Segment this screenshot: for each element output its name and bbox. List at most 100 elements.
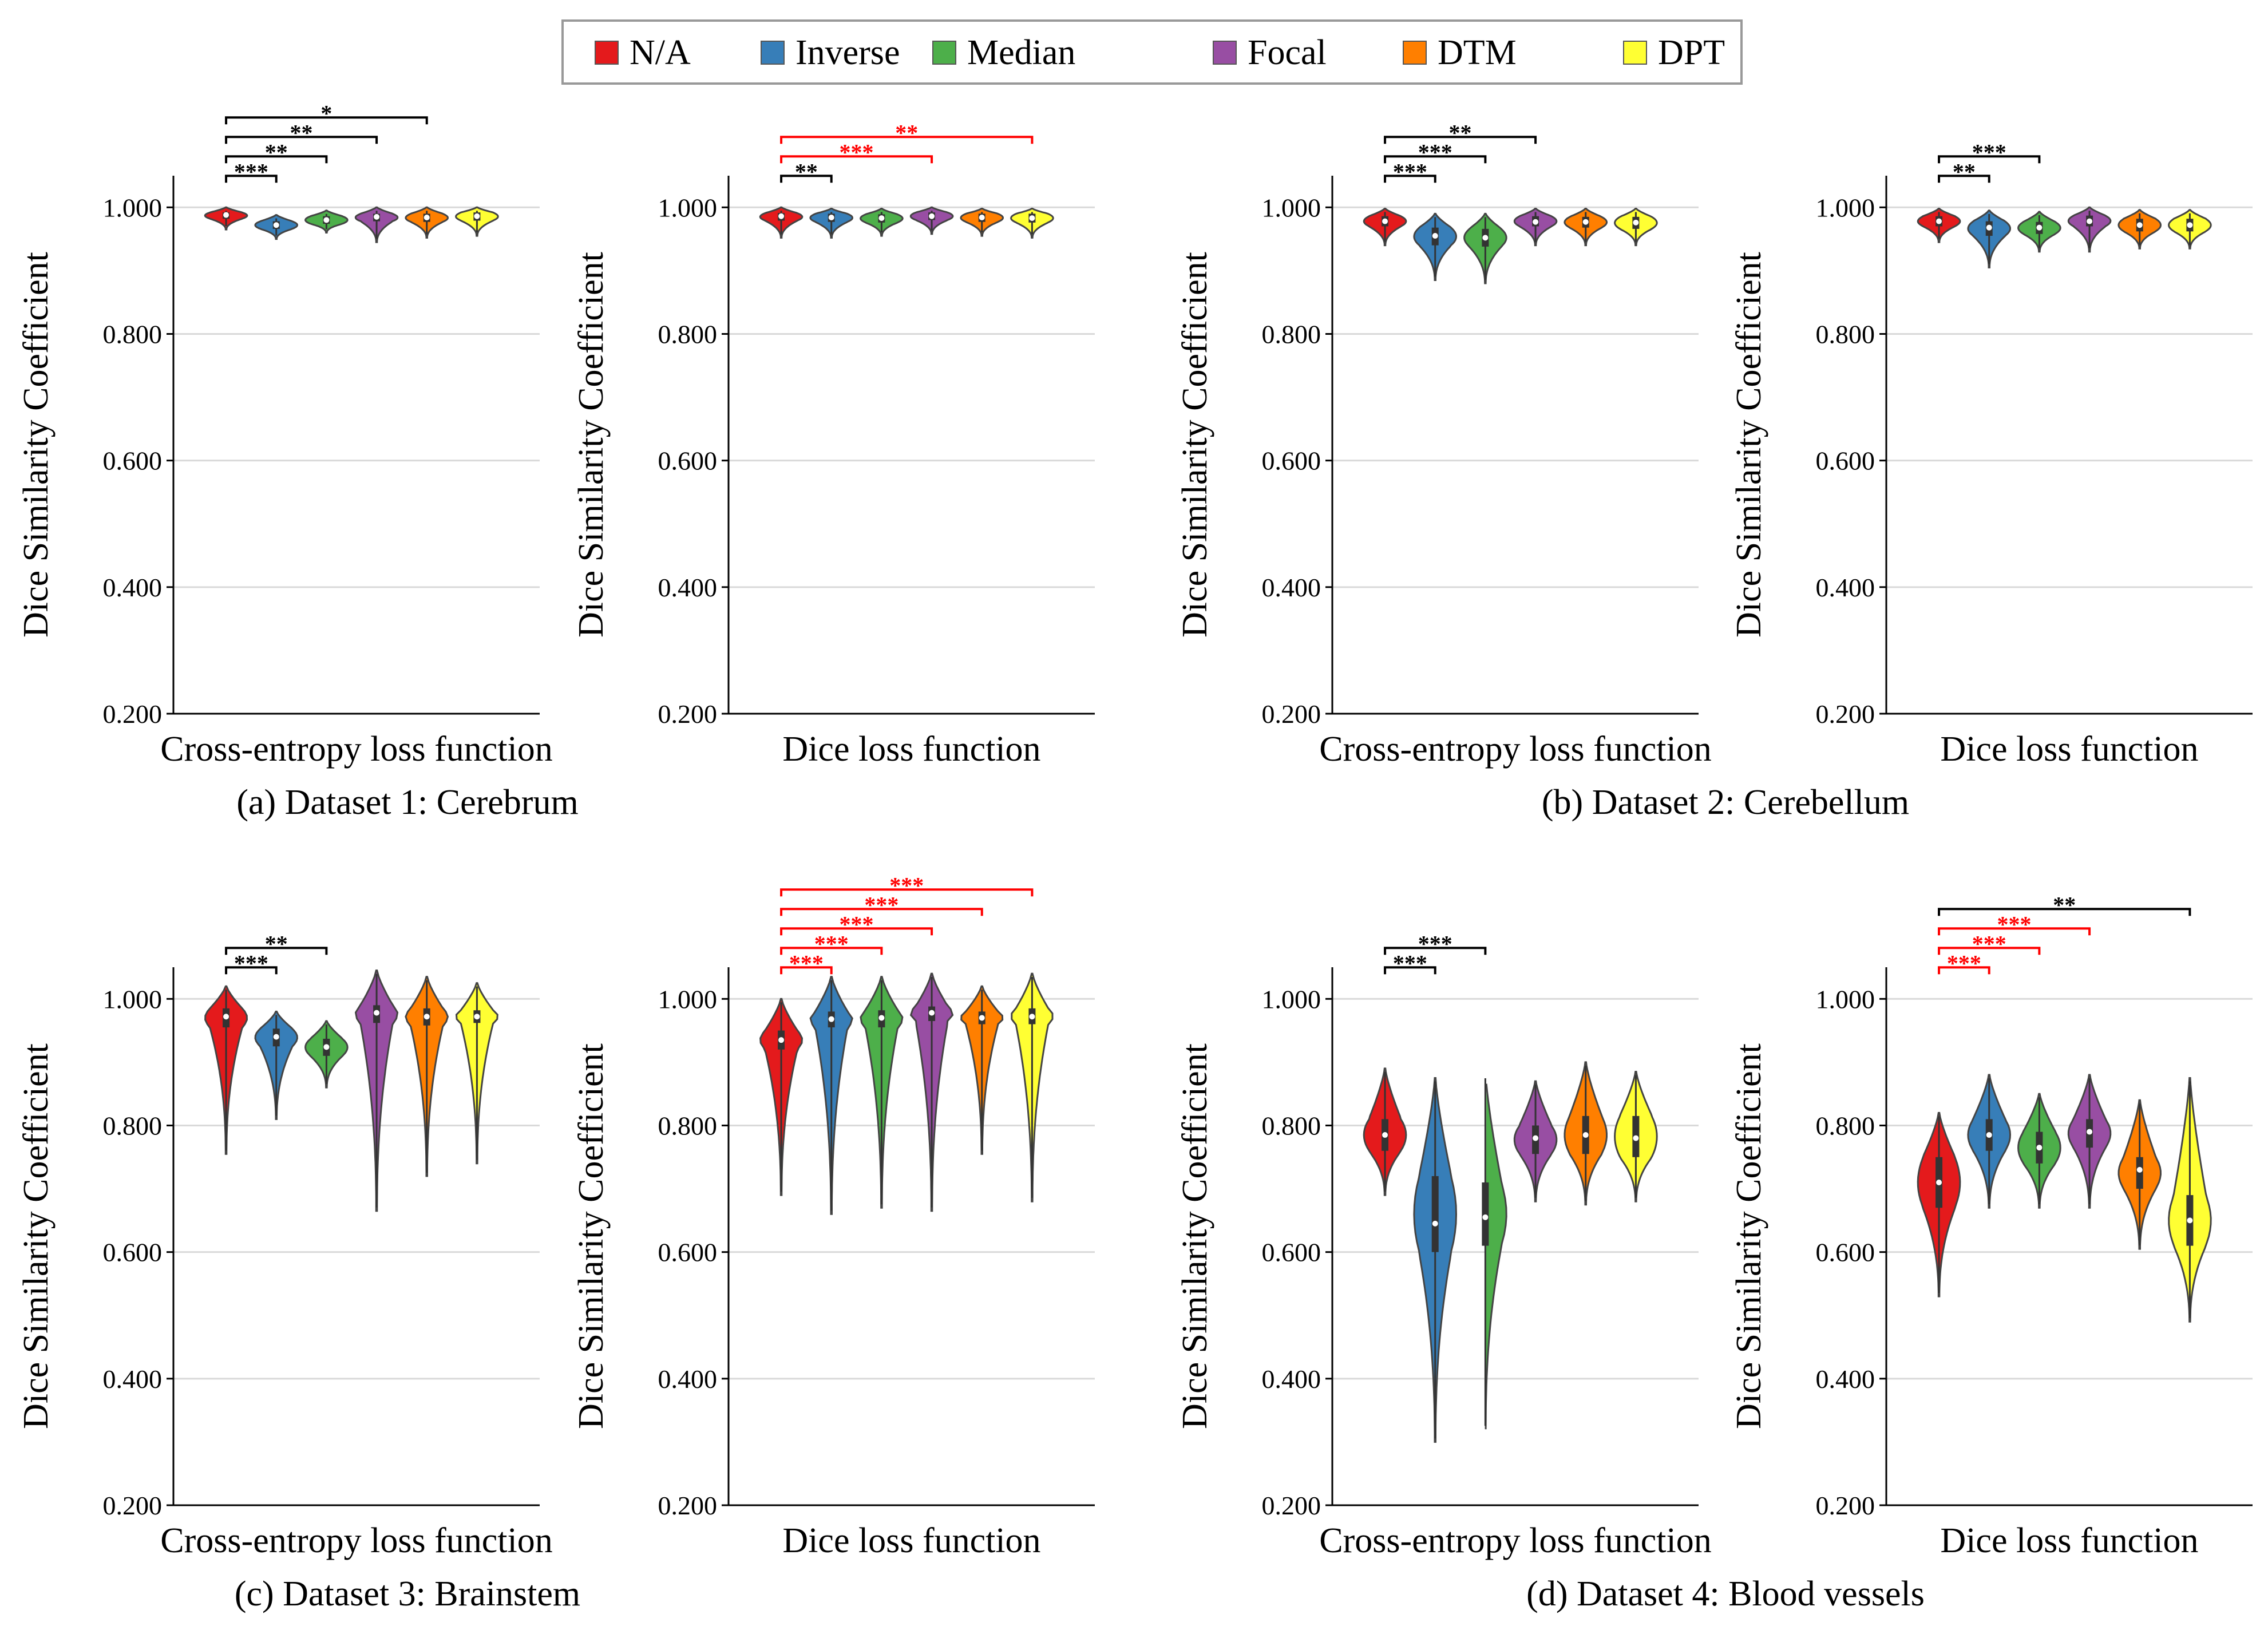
chart-panel: 0.200 0.400 0.600 0.800 1.000 Dice Similarity… [572,120,1095,769]
significance-label: *** [789,950,824,976]
x-axis-label: Dice loss function [1940,1521,2198,1560]
violin-median [2187,1217,2193,1224]
y-axis-label: Dice Similarity Coefficient [572,252,611,638]
significance-bracket [225,136,378,144]
y-tick-label: 0.400 [658,1364,718,1394]
significance-bracket [225,175,278,183]
panel-caption: (a) Dataset 1: Cerebrum [236,783,578,822]
violin-median [323,1044,330,1050]
violin-median [1382,1132,1388,1138]
significance-label: *** [1393,950,1427,976]
y-tick-label: 0.600 [1262,446,1321,476]
legend-swatch [761,41,785,65]
violin-median [1533,1135,1539,1141]
violin-median [979,1015,985,1021]
significance-label: ** [2053,892,2076,917]
violin-median [1482,1214,1489,1220]
y-tick-label: 0.600 [1816,446,1875,476]
x-axis-label: Cross-entropy loss function [160,1521,552,1560]
significance-bracket [780,908,983,916]
y-tick-label: 0.200 [1262,1491,1321,1520]
significance-label: ** [265,931,288,956]
significance-label: *** [1393,159,1427,184]
legend-label: DTM [1438,33,1517,72]
y-tick-label: 0.600 [103,446,163,476]
legend: N/A Inverse Median Focal DTM DPT [561,19,1743,85]
significance-bracket [780,966,833,975]
legend-frame [561,19,1743,85]
significance-bracket [1938,927,2091,936]
y-axis-label: Dice Similarity Coefficient [17,252,56,638]
y-tick-label: 1.000 [103,984,163,1014]
violin-median [1986,224,1992,231]
violin-median [323,217,330,223]
violin-median [1482,235,1489,241]
legend-label: Median [967,33,1075,72]
violin-median [374,1010,380,1016]
significance-label: *** [840,139,874,165]
violin-median [2036,224,2043,231]
significance-label: *** [889,872,924,898]
y-tick-label: 0.200 [658,1491,718,1520]
x-axis-label: Dice loss function [782,730,1040,769]
y-tick-label: 0.400 [1816,1364,1875,1394]
panel-caption: (b) Dataset 2: Cerebellum [1542,783,1909,822]
chart-panel: 0.200 0.400 0.600 0.800 1.000 Dice Similarity… [1175,931,1925,1613]
violin-median [1582,219,1589,225]
violin-median [374,213,380,220]
y-tick-label: 1.000 [103,193,163,222]
y-axis-label: Dice Similarity Coefficient [1729,1043,1768,1429]
chart-panel: 0.200 0.400 0.600 0.800 1.000 Dice Similarity… [17,931,580,1613]
violin-median [223,212,229,218]
y-tick-label: 0.800 [658,319,718,349]
violin-median [979,214,985,220]
y-tick-label: 0.800 [103,319,163,349]
y-tick-label: 0.600 [1262,1238,1321,1267]
y-tick-label: 0.200 [658,699,718,729]
y-tick-label: 0.600 [658,1238,718,1267]
violin-median [828,1016,834,1022]
y-tick-label: 0.800 [103,1111,163,1140]
violin-median [2136,222,2143,228]
y-tick-label: 0.800 [658,1111,718,1140]
y-tick-label: 1.000 [1262,984,1321,1014]
significance-bracket [1384,966,1436,975]
y-tick-label: 0.800 [1262,319,1321,349]
y-tick-label: 0.400 [1262,1364,1321,1394]
legend-label: Inverse [795,33,900,72]
y-tick-label: 1.000 [658,193,718,222]
y-tick-label: 0.200 [1816,1491,1875,1520]
significance-bracket [780,155,933,164]
significance-label: ** [795,159,818,184]
y-tick-label: 0.600 [1816,1238,1875,1267]
significance-bracket [780,136,1034,144]
significance-label: ** [1449,120,1472,145]
violin-median [474,1014,480,1020]
violin-median [1582,1132,1589,1138]
violin-median [223,1014,229,1020]
y-tick-label: 1.000 [1816,193,1875,222]
significance-label: ** [265,139,288,165]
violin-median [1986,1132,1992,1138]
violin-median [778,213,785,219]
violin-median [878,1015,885,1021]
y-axis-label: Dice Similarity Coefficient [1175,1043,1214,1429]
y-tick-label: 0.800 [1262,1111,1321,1140]
y-tick-label: 0.400 [1816,573,1875,602]
legend-swatch [1403,41,1427,65]
violin-median [1382,218,1388,224]
significance-label: *** [814,931,849,956]
significance-bracket [1384,175,1436,183]
y-tick-label: 0.800 [1816,319,1875,349]
significance-bracket [780,175,833,183]
violin-median [273,222,279,228]
significance-label: *** [864,892,899,917]
legend-label: DPT [1658,33,1725,72]
y-tick-label: 0.400 [103,1364,163,1394]
significance-label: ** [290,120,313,145]
significance-label: *** [1947,950,1981,976]
y-tick-label: 0.200 [103,699,163,729]
violin-median [474,213,480,219]
significance-bracket [225,116,428,125]
